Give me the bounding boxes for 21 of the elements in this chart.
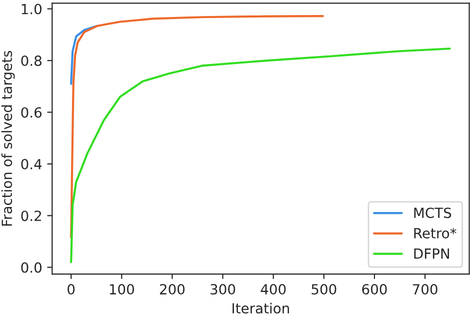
legend-label: Retro*	[414, 228, 456, 238]
x-tick-label: 700	[412, 284, 438, 295]
y-tick-label: 0.4	[21, 158, 42, 170]
x-tick-label: 100	[110, 284, 134, 295]
x-tick-label: 300	[210, 284, 236, 295]
legend-label: DFPN	[414, 248, 449, 259]
y-tick-label: 0.8	[21, 56, 42, 66]
y-tick-label: 1.0	[22, 4, 42, 14]
x-tick-label: 500	[312, 284, 336, 295]
line-series	[70, 24, 98, 85]
x-tick-label: 600	[362, 284, 387, 295]
x-axis-title: Iteration	[232, 302, 289, 314]
y-tick-label: 0.0	[21, 262, 42, 273]
x-tick-label: 0	[68, 284, 75, 295]
legend-label: MCTS	[414, 208, 452, 218]
x-tick-label: 200	[160, 284, 185, 295]
line-series	[70, 15, 324, 238]
x-tick-label: 400	[260, 284, 286, 295]
y-tick-label: 0.2	[21, 210, 42, 222]
y-tick-label: 0.6	[21, 107, 42, 118]
y-axis-title: Fraction of solved targets	[1, 50, 15, 226]
